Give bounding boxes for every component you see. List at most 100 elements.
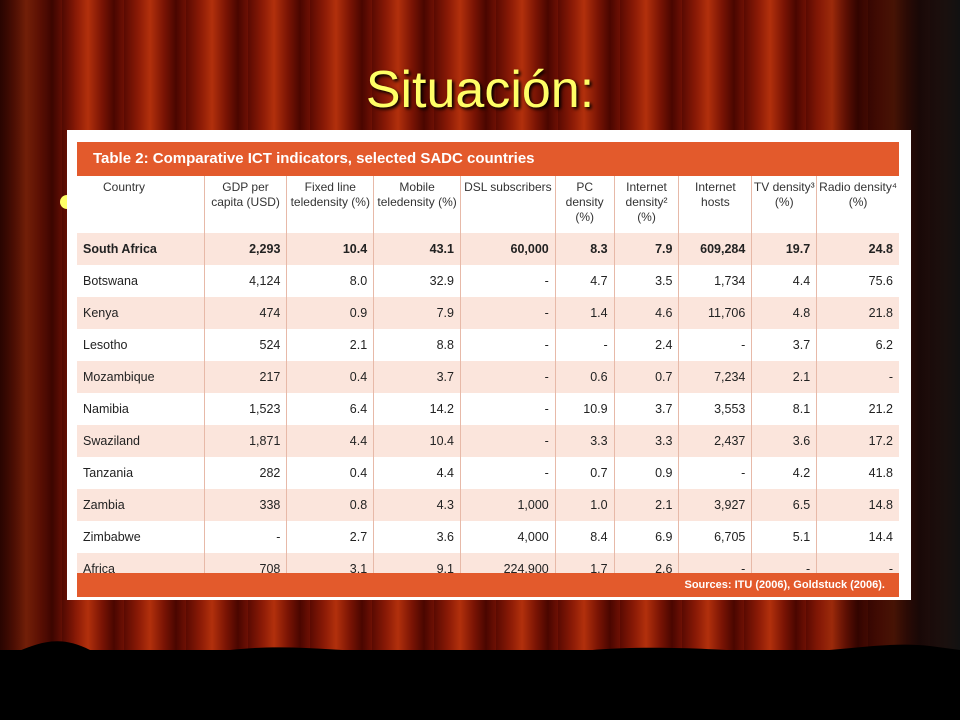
table-footer-bar: [77, 573, 899, 597]
value-cell: -: [460, 297, 556, 329]
column-header: GDP per capita (USD): [204, 176, 288, 233]
value-cell: 8.4: [555, 521, 615, 553]
table-row: Botswana 4,124 8.0 32.9-4.7 3.5 1,734 4.4 75.6: [77, 265, 899, 297]
column-header: Internet density² (%): [614, 176, 680, 233]
value-cell: 10.4: [286, 233, 375, 265]
value-cell: 4,000: [460, 521, 556, 553]
column-header: Radio density⁴ (%): [819, 180, 898, 209]
value-cell: 282: [204, 457, 288, 489]
value-cell: 609,284: [678, 233, 753, 265]
value-cell: 3.7: [751, 329, 818, 361]
value-cell: 10.4: [373, 425, 461, 457]
value-cell: 7,234: [678, 361, 753, 393]
value-cell: 14.4: [868, 530, 893, 544]
value-cell: 2.1: [751, 361, 818, 393]
table-source: Sources: ITU (2006), Goldstuck (2006).: [684, 579, 885, 591]
value-cell: 4.4: [286, 425, 375, 457]
country-cell: Tanzania: [77, 457, 205, 489]
country-cell: Lesotho: [77, 329, 205, 361]
value-cell: -: [678, 329, 753, 361]
value-cell: 3.5: [614, 265, 680, 297]
value-cell: 3.7: [614, 393, 680, 425]
value-cell: 2.4: [614, 329, 680, 361]
country-cell: Zambia: [77, 489, 205, 521]
value-cell: 0.7: [555, 457, 615, 489]
value-cell: 0.6: [555, 361, 615, 393]
value-cell: 524: [204, 329, 288, 361]
table-header-row: Country GDP per capita (USD) Fixed line …: [77, 176, 899, 233]
value-cell: 10.9: [555, 393, 615, 425]
value-cell: 24.8: [816, 233, 899, 265]
column-header: Internet hosts: [678, 176, 753, 233]
value-cell: -: [460, 265, 556, 297]
country-cell: Zimbabwe: [77, 521, 205, 553]
value-cell: 0.8: [286, 489, 375, 521]
value-cell: -: [460, 329, 556, 361]
slide-title: Situación:: [365, 61, 595, 119]
value-cell: 1,523: [204, 393, 288, 425]
value-cell: 6.4: [286, 393, 375, 425]
value-cell: 4.4: [373, 457, 461, 489]
value-cell: 21.8: [816, 297, 899, 329]
value-cell: 19.7: [751, 233, 818, 265]
value-cell: 8.3: [555, 233, 615, 265]
ict-table: Country GDP per capita (USD) Fixed line …: [77, 176, 899, 585]
value-cell: 2.1: [614, 489, 680, 521]
value-cell: 1,734: [678, 265, 753, 297]
column-header: DSL subscribers: [460, 176, 556, 233]
value-cell: 0.4: [286, 457, 375, 489]
value-cell: 41.8: [868, 466, 893, 480]
value-cell: 14.8: [816, 489, 899, 521]
value-cell: -: [678, 457, 753, 489]
table-row: Namibia 1,523 6.4 14.2-10.9 3.7 3,553 8.1 21.2: [77, 393, 899, 425]
value-cell: 6.9: [614, 521, 680, 553]
value-cell: 1.0: [555, 489, 615, 521]
value-cell: 2,293: [204, 233, 288, 265]
value-cell: 4.7: [555, 265, 615, 297]
value-cell: 5.1: [751, 521, 818, 553]
value-cell: 6,705: [678, 521, 753, 553]
table-body: South Africa 2,293 10.4 43.1 60,000 8.3 7.9 609…: [77, 233, 899, 585]
value-cell: 8.1: [751, 393, 818, 425]
value-cell: 17.2: [816, 425, 899, 457]
table-row: Zimbabwe -2.7 3.6 4,000 8.4 6.9 6,705 5.1 14.4: [77, 521, 899, 553]
value-cell: 43.1: [373, 233, 461, 265]
value-cell: 2,437: [678, 425, 753, 457]
value-cell: 8.0: [286, 265, 375, 297]
value-cell: 0.9: [614, 457, 680, 489]
value-cell: 11,706: [678, 297, 753, 329]
country-cell: Botswana: [77, 265, 205, 297]
value-cell: -: [460, 393, 556, 425]
value-cell: 4,124: [204, 265, 288, 297]
table-row: Kenya 474 0.9 7.9-1.4 4.6 11,706 4.8 21.8: [77, 297, 899, 329]
value-cell: 4.2: [751, 457, 818, 489]
value-cell: -: [460, 425, 556, 457]
country-cell: Namibia: [77, 393, 205, 425]
table-caption-bar: [77, 142, 899, 176]
column-header: Country: [77, 176, 205, 233]
column-header: Fixed line teledensity (%): [286, 176, 375, 233]
value-cell: 8.8: [373, 329, 461, 361]
value-cell: 14.2: [373, 393, 461, 425]
table-row: Lesotho 524 2.1 8.8- -2.4-3.7 6.2: [77, 329, 899, 361]
column-header: Mobile teledensity (%): [373, 176, 461, 233]
table-image: Table 2: Comparative ICT indicators, sel…: [67, 130, 911, 600]
value-cell: 4.3: [373, 489, 461, 521]
value-cell: 0.7: [614, 361, 680, 393]
value-cell: -: [460, 457, 556, 489]
value-cell: 338: [204, 489, 288, 521]
column-header: TV density³ (%): [751, 176, 818, 233]
value-cell: 6.2: [875, 338, 893, 352]
value-cell: 32.9: [373, 265, 461, 297]
table-row: Zambia 338 0.8 4.3 1,000 1.0 2.1 3,927 6.5 14.8: [77, 489, 899, 521]
value-cell: 3.3: [555, 425, 615, 457]
table-row: Tanzania 282 0.4 4.4-0.7 0.9-4.2 41.8: [77, 457, 899, 489]
value-cell: -: [555, 329, 615, 361]
value-cell: 2.7: [286, 521, 375, 553]
value-cell: 4.4: [751, 265, 818, 297]
table-row: Swaziland 1,871 4.4 10.4-3.3 3.3 2,437 3.6 17.2: [77, 425, 899, 457]
value-cell: 4.6: [614, 297, 680, 329]
value-cell: 4.8: [751, 297, 818, 329]
value-cell: 21.2: [868, 402, 893, 416]
table-row: South Africa 2,293 10.4 43.1 60,000 8.3 7.9 609…: [77, 233, 899, 265]
